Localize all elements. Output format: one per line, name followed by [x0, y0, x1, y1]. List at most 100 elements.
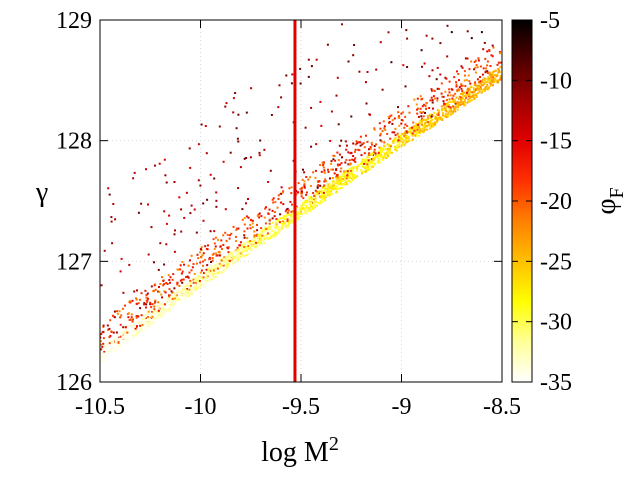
- scatter-point: [370, 160, 373, 163]
- scatter-point: [397, 139, 400, 142]
- scatter-point: [302, 168, 304, 171]
- scatter-point: [364, 170, 367, 173]
- scatter-point: [402, 139, 405, 142]
- scatter-point: [330, 110, 333, 113]
- scatter-point: [198, 286, 201, 289]
- scatter-point: [379, 151, 382, 154]
- scatter-point: [418, 122, 421, 125]
- scatter-point: [197, 277, 200, 280]
- scatter-point: [228, 234, 231, 237]
- scatter-point: [438, 109, 441, 112]
- scatter-point: [323, 185, 326, 188]
- scatter-point: [359, 141, 362, 144]
- scatter-point: [470, 60, 473, 63]
- scatter-point: [140, 314, 143, 317]
- scatter-point: [249, 156, 252, 159]
- scatter-point: [336, 184, 339, 187]
- scatter-point: [404, 136, 407, 139]
- scatter-point: [460, 65, 463, 68]
- scatter-point: [438, 87, 441, 90]
- scatter-point: [257, 236, 260, 239]
- scatter-point: [396, 140, 399, 143]
- scatter-point: [195, 231, 198, 234]
- scatter-point: [206, 275, 209, 277]
- scatter-point: [402, 143, 404, 146]
- scatter-point: [378, 146, 381, 149]
- scatter-point: [165, 298, 168, 301]
- scatter-point: [172, 299, 174, 302]
- scatter-point: [196, 253, 199, 256]
- scatter-point: [114, 218, 117, 221]
- scatter-point: [253, 236, 256, 239]
- scatter-point: [368, 163, 371, 166]
- scatter-point: [441, 112, 444, 115]
- scatter-point: [334, 181, 337, 184]
- scatter-point: [399, 135, 402, 137]
- scatter-point: [432, 95, 435, 98]
- scatter-point: [264, 234, 267, 237]
- scatter-point: [101, 345, 104, 348]
- scatter-point: [180, 290, 183, 293]
- scatter-point: [164, 309, 167, 312]
- scatter-point: [391, 131, 394, 134]
- scatter-point: [430, 88, 433, 91]
- scatter-point: [247, 216, 250, 219]
- scatter-point: [274, 201, 277, 204]
- scatter-point: [322, 191, 325, 194]
- scatter-point: [171, 297, 174, 300]
- scatter-point: [345, 177, 348, 180]
- scatter-point: [488, 73, 491, 76]
- scatter-point: [122, 326, 125, 329]
- scatter-point: [260, 227, 263, 230]
- scatter-point: [464, 98, 466, 101]
- scatter-point: [340, 139, 343, 142]
- scatter-point: [473, 91, 476, 93]
- scatter-point: [249, 227, 252, 230]
- scatter-point: [218, 254, 221, 257]
- scatter-point: [339, 187, 342, 189]
- scatter-point: [211, 265, 214, 268]
- scatter-point: [182, 288, 185, 291]
- scatter-point: [192, 278, 195, 281]
- scatter-point: [138, 327, 141, 330]
- scatter-point: [226, 257, 229, 259]
- scatter-point: [389, 145, 392, 148]
- scatter-point: [476, 88, 479, 91]
- scatter-point: [284, 210, 287, 213]
- scatter-point: [444, 103, 447, 106]
- scatter-point: [381, 88, 384, 91]
- scatter-point: [398, 115, 400, 117]
- scatter-point: [371, 152, 374, 155]
- scatter-point: [429, 121, 432, 124]
- scatter-point: [132, 334, 135, 337]
- scatter-point: [186, 275, 189, 278]
- scatter-point: [318, 180, 321, 183]
- scatter-point: [186, 291, 189, 294]
- scatter-point: [338, 144, 341, 147]
- scatter-point: [246, 249, 248, 252]
- scatter-point: [290, 82, 293, 85]
- scatter-point: [319, 195, 322, 198]
- scatter-point: [474, 82, 477, 85]
- scatter-point: [286, 218, 289, 221]
- scatter-point: [146, 325, 149, 328]
- scatter-point: [349, 163, 351, 166]
- scatter-point: [349, 170, 352, 172]
- scatter-point: [430, 125, 433, 128]
- scatter-point: [261, 234, 264, 237]
- scatter-point: [436, 121, 439, 124]
- scatter-point: [226, 265, 229, 267]
- scatter-point: [441, 118, 444, 121]
- scatter-point: [343, 181, 346, 184]
- scatter-point: [103, 346, 105, 349]
- scatter-point: [456, 100, 459, 103]
- scatter-point: [199, 261, 202, 264]
- scatter-point: [202, 284, 205, 287]
- scatter-point: [208, 278, 211, 281]
- scatter-point: [119, 343, 121, 346]
- scatter-point: [235, 240, 238, 242]
- scatter-point: [439, 73, 442, 76]
- scatter-point: [206, 276, 209, 279]
- scatter-point: [360, 154, 363, 157]
- scatter-point: [289, 216, 292, 219]
